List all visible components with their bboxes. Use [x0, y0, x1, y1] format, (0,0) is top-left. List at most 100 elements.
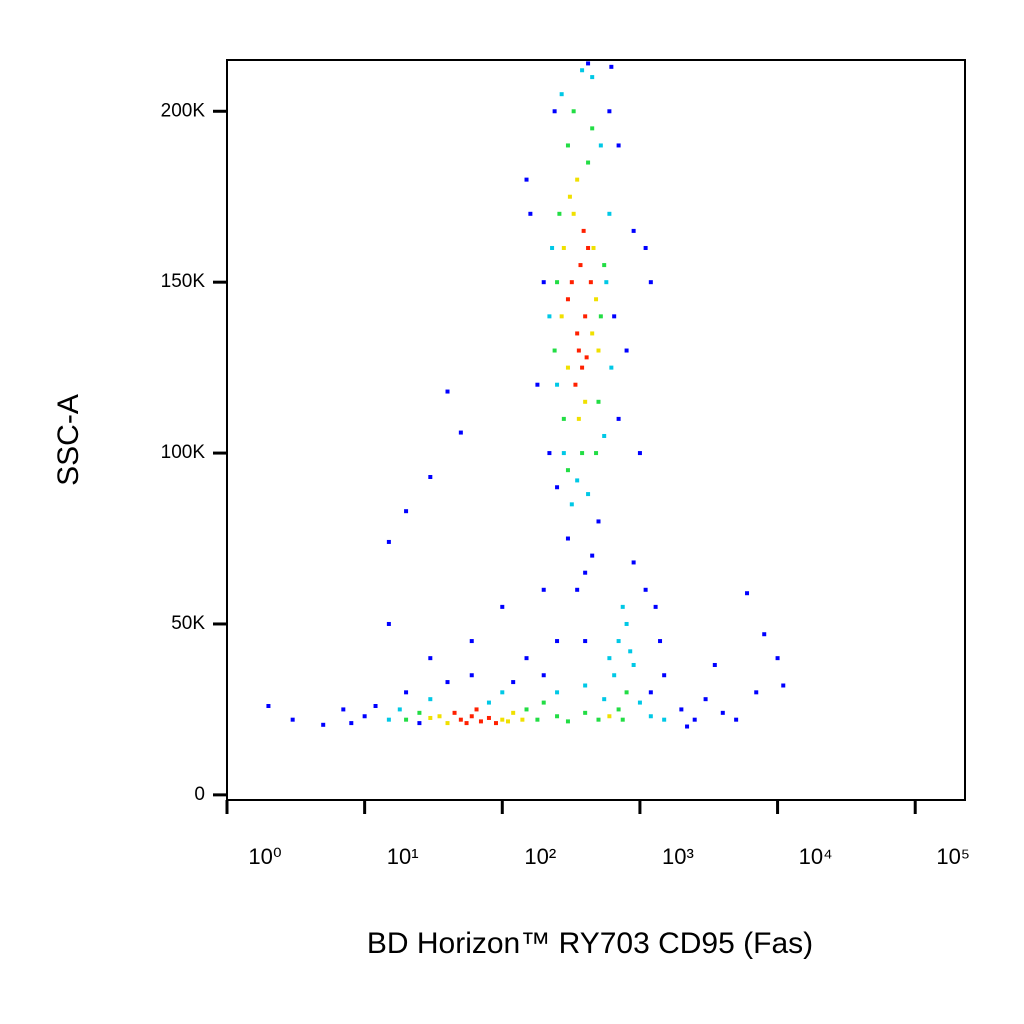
point	[571, 109, 576, 114]
point	[637, 700, 642, 705]
point	[386, 539, 391, 544]
point	[362, 714, 367, 719]
point	[555, 382, 560, 387]
point	[745, 591, 750, 596]
point	[590, 553, 595, 558]
point	[583, 570, 588, 575]
point	[561, 416, 566, 421]
point	[458, 717, 463, 722]
point	[584, 355, 589, 360]
point	[349, 721, 354, 726]
point	[404, 509, 409, 514]
point	[575, 331, 580, 336]
point	[580, 68, 585, 73]
point	[535, 717, 540, 722]
point	[417, 710, 422, 715]
point	[590, 126, 595, 131]
point	[565, 719, 570, 724]
y-axis-label: SSC-A	[52, 394, 85, 486]
point	[662, 717, 667, 722]
point	[493, 721, 498, 726]
point	[762, 632, 767, 637]
y-tick-label: 150K	[161, 271, 206, 292]
y-tick-label: 0	[194, 784, 205, 805]
point	[588, 280, 593, 285]
point	[631, 228, 636, 233]
point	[591, 245, 596, 250]
point	[631, 662, 636, 667]
point	[703, 697, 708, 702]
point	[612, 673, 617, 678]
point	[445, 680, 450, 685]
point	[575, 478, 580, 483]
point	[583, 314, 588, 319]
point	[541, 673, 546, 678]
x-axis-label: BD Horizon™ RY703 CD95 (Fas)	[367, 927, 813, 960]
point	[469, 673, 474, 678]
point	[679, 707, 684, 712]
point	[581, 228, 586, 233]
point	[602, 433, 607, 438]
point	[500, 717, 505, 722]
point	[596, 348, 601, 353]
point	[583, 710, 588, 715]
point	[624, 621, 629, 626]
point	[386, 717, 391, 722]
point	[569, 280, 574, 285]
point	[596, 519, 601, 524]
point	[576, 348, 581, 353]
point	[620, 604, 625, 609]
point	[555, 639, 560, 644]
point	[474, 707, 479, 712]
plot-frame	[226, 59, 966, 801]
point	[428, 715, 433, 720]
point	[607, 109, 612, 114]
point	[590, 75, 595, 80]
point	[511, 710, 516, 715]
x-tick-label: 10¹	[387, 844, 419, 869]
point	[561, 451, 566, 456]
point	[486, 700, 491, 705]
point	[580, 365, 585, 370]
point	[598, 143, 603, 148]
point	[541, 280, 546, 285]
point	[658, 639, 663, 644]
point	[520, 717, 525, 722]
point	[541, 587, 546, 592]
point	[607, 714, 612, 719]
point	[341, 707, 346, 712]
x-tick-label: 10⁴	[799, 844, 833, 869]
point	[397, 707, 402, 712]
point	[524, 707, 529, 712]
point	[616, 639, 621, 644]
point	[576, 416, 581, 421]
point	[616, 143, 621, 148]
point	[478, 719, 483, 724]
x-tick-label: 10³	[662, 844, 694, 869]
point	[643, 587, 648, 592]
point	[428, 656, 433, 661]
point	[648, 714, 653, 719]
point	[547, 314, 552, 319]
point	[734, 717, 739, 722]
point	[628, 649, 633, 654]
point	[445, 721, 450, 726]
point	[653, 604, 658, 609]
point	[555, 690, 560, 695]
point	[575, 587, 580, 592]
point	[445, 389, 450, 394]
point	[555, 714, 560, 719]
point	[596, 399, 601, 404]
point	[511, 680, 516, 685]
point	[602, 697, 607, 702]
point	[404, 690, 409, 695]
point	[535, 382, 540, 387]
point	[583, 399, 588, 404]
point	[594, 297, 599, 302]
point	[569, 502, 574, 507]
x-tick-label: 10⁰	[248, 844, 281, 869]
point	[290, 717, 295, 722]
point	[559, 92, 564, 97]
point	[754, 690, 759, 695]
